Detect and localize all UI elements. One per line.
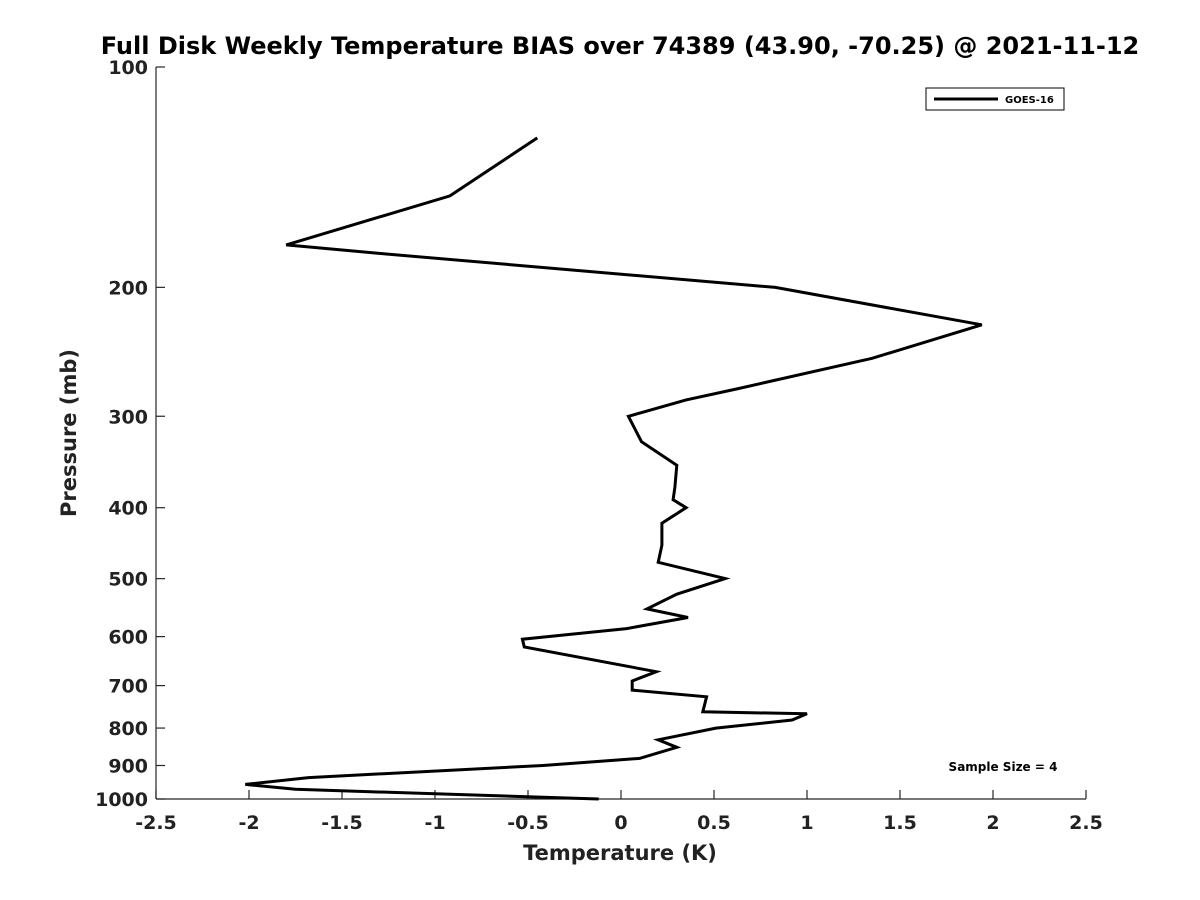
y-tick-label: 700 xyxy=(108,676,148,698)
x-ticks: -2.5 -2 -1.5 -1 -0.5 0 0.5 1 1.5 2 2.5 xyxy=(135,790,1103,834)
x-tick-label: 0 xyxy=(614,812,627,834)
x-tick-label: -1.5 xyxy=(321,812,363,834)
x-tick-label: 2.5 xyxy=(1069,812,1103,834)
y-tick-label: 500 xyxy=(108,569,148,591)
y-tick-label: 100 xyxy=(108,57,148,79)
legend: GOES-16 xyxy=(925,87,1065,111)
legend-label-goes-16: GOES-16 xyxy=(1005,95,1054,106)
y-tick-label: 900 xyxy=(108,756,148,778)
x-axis-label: Temperature (K) xyxy=(523,841,717,865)
y-axis-label: Pressure (mb) xyxy=(57,349,81,517)
y-tick-label: 800 xyxy=(108,718,148,740)
y-tick-label: 300 xyxy=(108,406,148,428)
y-tick-label: 400 xyxy=(108,498,148,520)
y-tick-label: 600 xyxy=(108,627,148,649)
y-tick-label: 200 xyxy=(108,277,148,299)
series-line-goes-16 xyxy=(245,136,983,801)
sample-size-annotation: Sample Size = 4 xyxy=(949,760,1058,774)
x-tick-label: -0.5 xyxy=(507,812,549,834)
x-tick-label: 1 xyxy=(800,812,813,834)
x-tick-label: -1 xyxy=(424,812,445,834)
y-tick-label: 1000 xyxy=(95,789,148,811)
x-tick-label: 1.5 xyxy=(883,812,917,834)
x-tick-label: -2.5 xyxy=(135,812,177,834)
x-tick-label: 0.5 xyxy=(697,812,731,834)
y-ticks: 100 200 300 400 500 600 700 800 900 1000 xyxy=(95,57,165,811)
x-tick-label: 2 xyxy=(986,812,999,834)
x-tick-label: -2 xyxy=(238,812,259,834)
chart-title: Full Disk Weekly Temperature BIAS over 7… xyxy=(101,32,1140,60)
